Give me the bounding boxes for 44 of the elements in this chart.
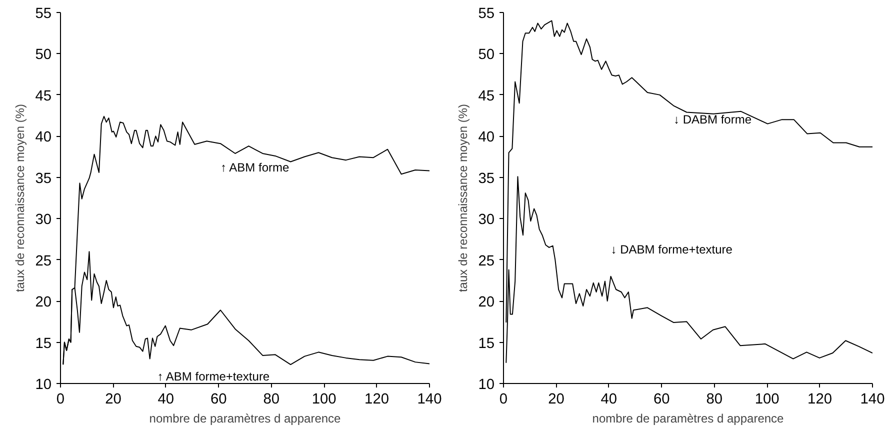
series-label: ↓ DABM forme	[674, 112, 752, 127]
y-tick-label: 15	[478, 336, 495, 352]
x-tick-label: 100	[312, 392, 336, 408]
y-tick-label: 45	[35, 88, 52, 104]
x-tick-label: 40	[600, 392, 618, 408]
x-tick-label: 20	[548, 392, 564, 408]
y-tick-label: 25	[478, 253, 495, 270]
y-tick-label: 50	[478, 47, 495, 64]
x-tick-label: 40	[158, 392, 174, 408]
x-tick-label: 60	[653, 392, 670, 408]
series-label: ↑ ABM forme	[220, 160, 290, 175]
x-tick-label: 140	[860, 392, 885, 408]
y-tick-label: 50	[35, 47, 52, 64]
y-tick-label: 15	[35, 336, 52, 352]
x-tick-label: 120	[364, 392, 390, 408]
x-tick-label: 20	[105, 392, 122, 408]
y-tick-label: 30	[478, 212, 495, 228]
x-axis-title: nombre de paramètres d apparence	[149, 412, 342, 426]
y-tick-label: 45	[478, 88, 495, 104]
y-tick-label: 20	[478, 294, 495, 311]
y-tick-label: 10	[35, 377, 52, 393]
x-tick-label: 0	[56, 392, 65, 408]
x-tick-label: 80	[263, 392, 280, 408]
y-tick-label: 55	[478, 6, 495, 22]
y-axis-title: taux de reconnaissance moyen (%)	[13, 104, 28, 292]
y-tick-label: 30	[35, 212, 52, 228]
y-tick-label: 55	[35, 6, 52, 22]
y-tick-label: 20	[35, 294, 52, 311]
y-tick-label: 25	[35, 253, 52, 270]
x-tick-label: 140	[417, 392, 442, 408]
y-tick-label: 35	[478, 170, 495, 187]
series-label: ↓ DABM forme+texture	[610, 242, 733, 256]
x-tick-label: 100	[754, 392, 780, 408]
x-tick-label: 80	[706, 392, 723, 408]
x-tick-label: 60	[210, 392, 227, 408]
x-tick-label: 0	[499, 392, 508, 408]
y-tick-label: 40	[478, 130, 495, 146]
series-label: ↑ ABM forme+texture	[157, 370, 270, 384]
y-tick-label: 35	[35, 170, 52, 187]
x-axis-title: nombre de paramètres d apparence	[592, 412, 784, 426]
y-axis-title: taux de reconnaissance moyen (%)	[456, 104, 470, 292]
x-tick-label: 120	[808, 392, 832, 408]
y-tick-label: 40	[35, 130, 52, 146]
y-tick-label: 10	[478, 377, 495, 393]
